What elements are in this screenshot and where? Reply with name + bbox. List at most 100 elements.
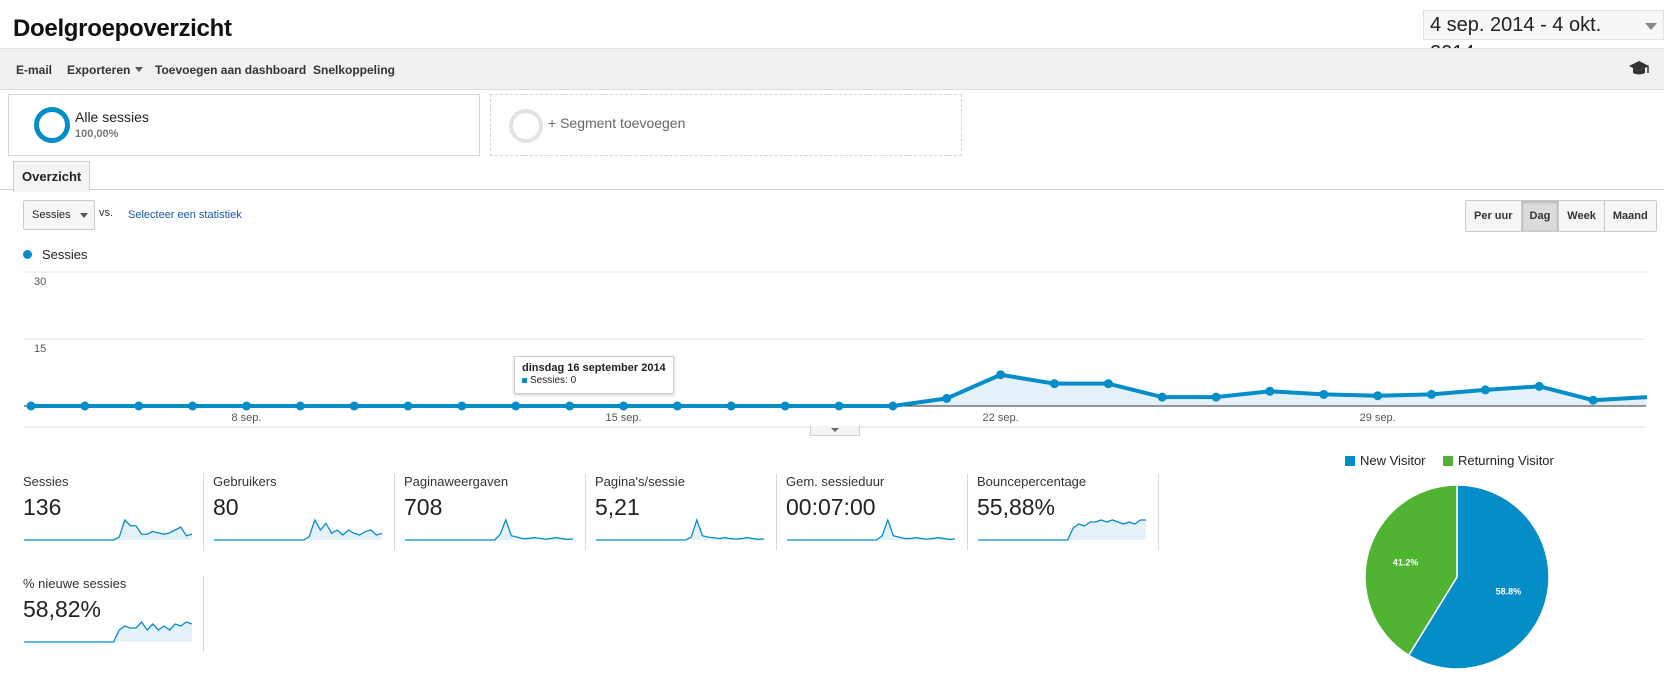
visitor-type-pie-chart: 58.8% 41.2% [1364, 484, 1550, 670]
export-label: Exporteren [67, 63, 131, 77]
sparkline-line [24, 518, 193, 541]
shortcut-button[interactable]: Snelkoppeling [313, 63, 396, 77]
metric-value: 80 [213, 494, 239, 520]
legend-returning-visitor: Returning Visitor [1458, 453, 1554, 468]
metric-card[interactable]: Gem. sessieduur 00:07:00 [786, 474, 966, 550]
granularity-day[interactable]: Dag [1520, 201, 1559, 231]
granularity-week[interactable]: Week [1558, 201, 1604, 231]
data-point [834, 401, 844, 411]
metric-card[interactable]: Bouncepercentage 55,88% [977, 474, 1157, 550]
granularity-month[interactable]: Maand [1603, 201, 1656, 231]
metric-value: 58,82% [23, 596, 102, 622]
tab-divider [0, 189, 1664, 190]
email-button[interactable]: E-mail [16, 63, 53, 77]
x-tick-label: 8 sep. [231, 412, 261, 424]
segment-all-sessions[interactable]: Alle sessies 100,00% [8, 94, 480, 156]
pie-slice-label: 41.2% [1393, 557, 1419, 567]
sparkline-area [24, 520, 192, 540]
metric-divider [203, 576, 204, 652]
data-point [672, 401, 682, 411]
pie-slice [1364, 484, 1458, 657]
metric-card[interactable]: Sessies 136 [23, 474, 203, 550]
segment-label: Alle sessies [75, 109, 149, 125]
tooltip-value: Sessies: 0 [530, 375, 577, 386]
legend-new-visitor-marker [1345, 456, 1355, 466]
metric-card[interactable]: Paginaweergaven 708 [404, 474, 584, 550]
segment-percent: 100,00% [75, 128, 119, 140]
granularity-hourly[interactable]: Per uur [1466, 201, 1521, 231]
export-button[interactable]: Exporteren [67, 63, 144, 77]
legend-new-visitor: New Visitor [1360, 453, 1426, 468]
metric-label: Paginaweergaven [404, 474, 509, 489]
select-metric-link[interactable]: Selecteer een statistiek [128, 209, 242, 221]
metric-card[interactable]: % nieuwe sessies 58,82% [23, 576, 203, 652]
metric-sparkline [214, 518, 383, 541]
data-point [80, 401, 90, 411]
chevron-down-icon [831, 428, 839, 432]
metric-sparkline [24, 518, 193, 541]
metric-value: 5,21 [595, 494, 640, 520]
metric-label: Gem. sessieduur [786, 474, 885, 489]
tooltip-title: dinsdag 16 september 2014 [522, 362, 666, 374]
metric-sparkline [405, 518, 574, 541]
tooltip-marker [522, 378, 527, 383]
metric-divider [394, 474, 395, 550]
sparkline-area [978, 520, 1146, 540]
data-point [1103, 379, 1113, 389]
metric-sparkline [596, 518, 765, 541]
chevron-down-icon [1645, 23, 1657, 30]
metric-card[interactable]: Pagina's/sessie 5,21 [595, 474, 775, 550]
x-tick-label: 22 sep. [983, 412, 1019, 424]
data-point [726, 401, 736, 411]
add-segment-label: + Segment toevoegen [548, 115, 686, 131]
metric-card[interactable]: Gebruikers 80 [213, 474, 393, 550]
collapse-chart-button[interactable] [810, 426, 860, 436]
segment-ring-icon [34, 107, 70, 143]
metric-value: 708 [404, 494, 443, 520]
data-point [511, 401, 521, 411]
sparkline-area [596, 520, 764, 540]
data-point [188, 401, 198, 411]
metric-divider [585, 474, 586, 550]
data-point [1373, 391, 1383, 401]
legend-returning-visitor-marker [1443, 456, 1453, 466]
sparkline-area [214, 520, 382, 540]
data-point [26, 401, 36, 411]
tab-overview[interactable]: Overzicht [13, 161, 91, 192]
add-segment-button[interactable]: + Segment toevoegen [490, 94, 962, 156]
graduation-cap-icon[interactable] [1628, 59, 1650, 79]
vs-label: vs. [99, 207, 114, 219]
metric-divider [203, 474, 204, 550]
chart-tooltip: dinsdag 16 september 2014 Sessies: 0 [514, 356, 674, 394]
metric-dropdown-label: Sessies [32, 209, 71, 221]
toolbar: E-mail Exporteren Toevoegen aan dashboar… [0, 48, 1664, 90]
data-point [1480, 385, 1490, 395]
data-point [780, 401, 790, 411]
y-tick-label: 30 [34, 276, 46, 288]
chevron-down-icon [135, 67, 144, 72]
add-to-dashboard-button[interactable]: Toevoegen aan dashboard [155, 63, 307, 77]
sparkline-line [24, 620, 193, 643]
metric-value: 00:07:00 [786, 494, 876, 520]
data-point [349, 401, 359, 411]
sparkline-area [405, 520, 573, 540]
metric-label: Gebruikers [213, 474, 277, 489]
pie-slice-label: 58.8% [1496, 587, 1522, 597]
data-point [1319, 389, 1329, 399]
date-range-picker[interactable]: 4 sep. 2014 - 4 okt. 2014 [1423, 10, 1664, 64]
sparkline-line [214, 518, 383, 541]
data-point [1211, 392, 1221, 402]
metric-label: % nieuwe sessies [23, 576, 127, 591]
x-tick-label: 29 sep. [1360, 412, 1396, 424]
metric-divider [967, 474, 968, 550]
data-point [565, 401, 575, 411]
metric-sparkline [978, 519, 1146, 541]
metric-dropdown[interactable]: Sessies [23, 200, 95, 230]
x-tick-label: 15 sep. [605, 412, 641, 424]
metric-label: Sessies [23, 474, 69, 489]
data-point [942, 393, 952, 403]
data-point [1534, 381, 1544, 391]
metric-label: Bouncepercentage [977, 474, 1087, 489]
data-point [1157, 392, 1167, 402]
metric-sparkline [24, 620, 193, 643]
